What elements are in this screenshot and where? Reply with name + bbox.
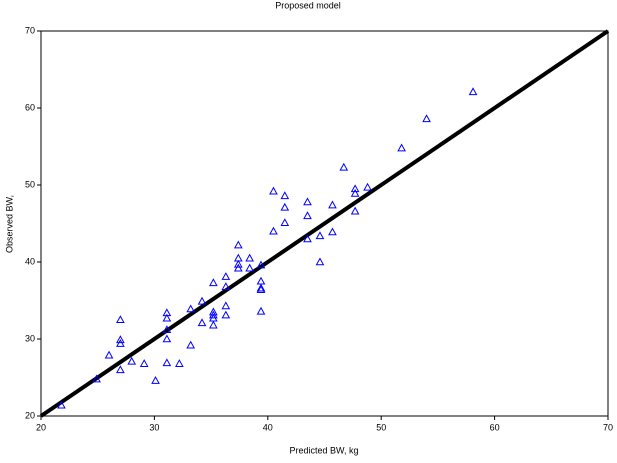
data-point bbox=[221, 282, 231, 290]
data-point bbox=[209, 278, 218, 287]
y-axis-label: Observed BW, bbox=[4, 195, 14, 253]
data-point bbox=[256, 260, 266, 269]
data-point bbox=[328, 227, 337, 236]
x-tick-label: 30 bbox=[149, 422, 159, 432]
data-point bbox=[162, 325, 172, 334]
data-point bbox=[350, 206, 360, 215]
data-point bbox=[92, 374, 101, 383]
x-tick-label: 70 bbox=[603, 422, 613, 432]
x-axis-label: Predicted BW, kg bbox=[289, 445, 358, 455]
y-tick-label: 20 bbox=[25, 410, 35, 420]
data-point bbox=[280, 218, 290, 227]
data-point bbox=[116, 339, 125, 347]
data-point bbox=[197, 296, 207, 305]
data-point bbox=[245, 263, 255, 272]
x-tick-label: 40 bbox=[263, 422, 273, 432]
data-point bbox=[256, 285, 266, 294]
chart-title: Proposed model bbox=[275, 0, 341, 10]
x-tick-label: 60 bbox=[490, 422, 500, 432]
data-point bbox=[233, 263, 243, 272]
data-point bbox=[328, 200, 337, 209]
y-tick-label: 60 bbox=[25, 102, 35, 112]
data-point bbox=[245, 253, 255, 262]
y-tick-label: 40 bbox=[25, 256, 35, 266]
data-point bbox=[174, 359, 184, 367]
data-point bbox=[339, 162, 349, 171]
data-point bbox=[116, 365, 125, 374]
data-point bbox=[468, 87, 478, 96]
data-point bbox=[186, 340, 196, 349]
reference-line bbox=[39, 29, 610, 418]
data-point bbox=[256, 306, 266, 315]
data-point bbox=[280, 191, 290, 200]
data-point bbox=[303, 197, 312, 206]
y-tick-label: 50 bbox=[25, 179, 35, 189]
y-tick-label: 70 bbox=[25, 25, 35, 35]
data-point bbox=[127, 356, 137, 365]
data-point bbox=[233, 259, 243, 268]
data-point bbox=[269, 186, 278, 195]
data-point bbox=[104, 350, 114, 359]
data-point bbox=[57, 400, 66, 409]
data-point bbox=[397, 143, 406, 152]
data-point bbox=[116, 315, 125, 324]
data-point bbox=[350, 184, 360, 193]
data-point bbox=[350, 188, 360, 197]
data-point bbox=[422, 114, 431, 123]
data-point bbox=[221, 272, 231, 280]
x-tick-label: 50 bbox=[376, 422, 386, 432]
data-point bbox=[197, 318, 207, 327]
data-point bbox=[363, 182, 372, 191]
data-point bbox=[221, 301, 231, 310]
data-point bbox=[256, 276, 266, 285]
y-tick-label: 30 bbox=[25, 333, 35, 343]
x-tick-label: 20 bbox=[36, 422, 46, 432]
data-point bbox=[162, 334, 172, 343]
data-point bbox=[139, 359, 149, 367]
plot-frame bbox=[40, 30, 609, 417]
data-point bbox=[116, 335, 125, 344]
data-point bbox=[303, 234, 312, 243]
data-point bbox=[209, 320, 218, 329]
data-point bbox=[162, 358, 172, 367]
data-point bbox=[221, 310, 231, 319]
data-point bbox=[186, 304, 196, 313]
data-point bbox=[151, 376, 160, 384]
data-point bbox=[162, 313, 172, 322]
data-point bbox=[233, 240, 243, 249]
data-point bbox=[269, 226, 278, 235]
data-point bbox=[315, 257, 325, 266]
data-point bbox=[209, 310, 218, 319]
data-point bbox=[315, 231, 325, 240]
data-point bbox=[280, 202, 290, 211]
data-point bbox=[303, 211, 312, 220]
data-point bbox=[256, 283, 266, 292]
